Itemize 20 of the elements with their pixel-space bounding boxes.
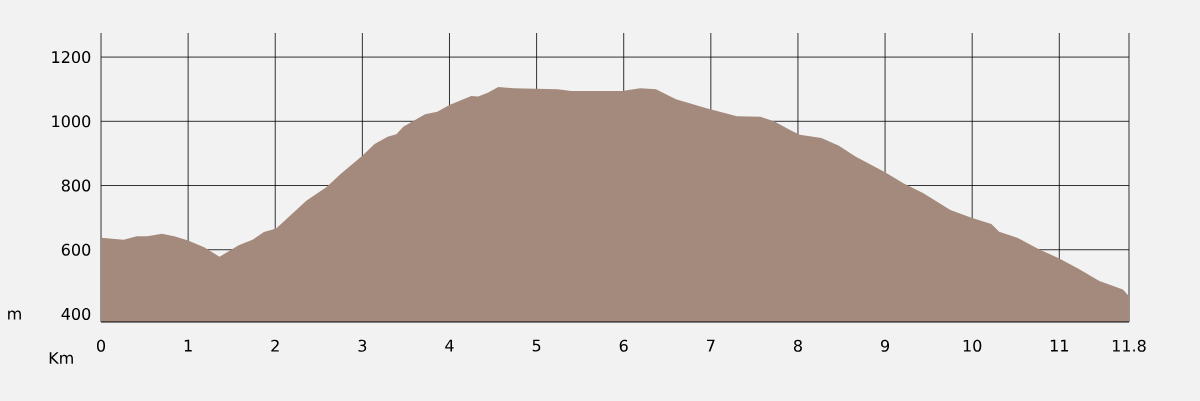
x-tick-label: 0 [96,339,106,352]
x-tick-label: 3 [358,339,367,352]
x-axis-title: Km [49,352,73,364]
x-tick-label: 6 [619,339,628,352]
x-tick-label: 11.8 [1112,339,1146,352]
y-tick-label: 400 [61,307,91,320]
x-tick-label: 10 [963,339,982,352]
x-tick-label: 5 [532,339,541,352]
x-tick-label: 7 [707,339,715,352]
x-tick-label: 4 [445,339,454,352]
y-tick-label: 1000 [52,115,91,128]
x-tick-label: 9 [880,339,890,352]
y-tick-label: 1200 [52,51,91,64]
x-tick-label: 11 [1050,339,1068,352]
x-tick-label: 1 [184,339,192,352]
y-tick-label: 600 [61,243,91,256]
x-tick-label: 2 [271,339,279,352]
x-tick-label: 8 [793,339,802,352]
y-tick-label: 800 [61,179,91,192]
y-axis-title: m [8,310,21,320]
